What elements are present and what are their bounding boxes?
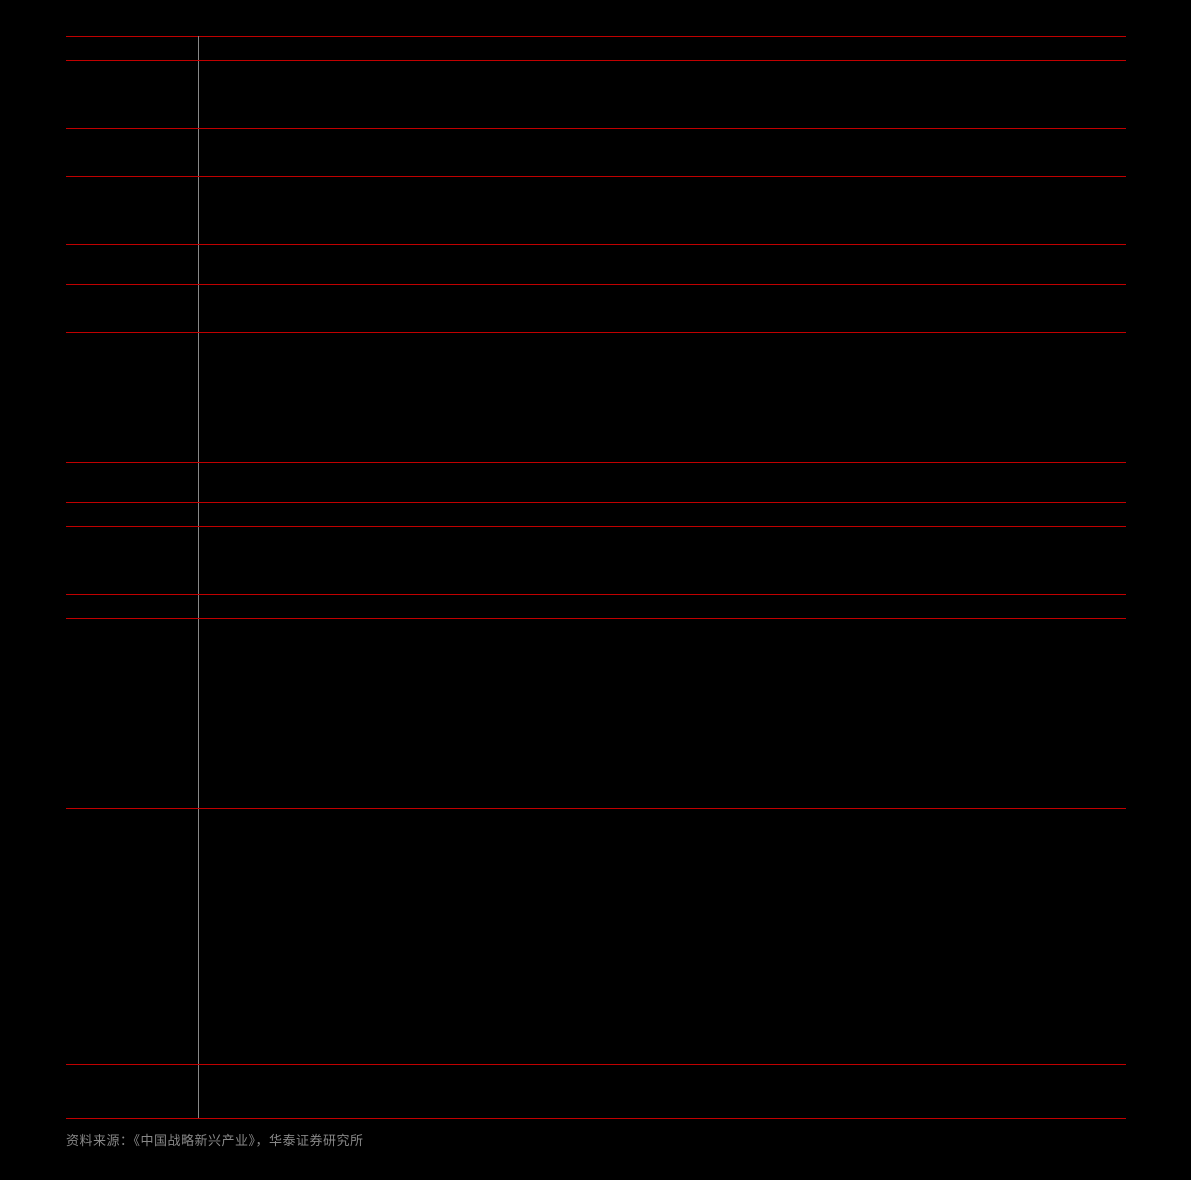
table-row [66, 619, 1126, 809]
cell-description [198, 61, 1126, 129]
table-row [66, 463, 1126, 503]
policy-table [66, 36, 1126, 1119]
header-cell-category [66, 37, 198, 61]
table-row [66, 285, 1126, 333]
table [66, 36, 1126, 1119]
table-row [66, 177, 1126, 245]
cell-description [198, 129, 1126, 177]
cell-description [198, 527, 1126, 595]
table-row [66, 809, 1126, 1065]
cell-description [198, 285, 1126, 333]
cell-category [66, 177, 198, 245]
footer-cell-right [198, 1065, 1126, 1119]
cell-category [66, 61, 198, 129]
cell-category [66, 463, 198, 503]
cell-category [66, 595, 198, 619]
cell-category [66, 129, 198, 177]
cell-description [198, 503, 1126, 527]
table-header-row [66, 37, 1126, 61]
table-row [66, 333, 1126, 463]
cell-description [198, 333, 1126, 463]
cell-description [198, 595, 1126, 619]
cell-category [66, 503, 198, 527]
cell-category [66, 527, 198, 595]
cell-category [66, 809, 198, 1065]
table-row [66, 129, 1126, 177]
cell-category [66, 285, 198, 333]
cell-category [66, 245, 198, 285]
header-cell-description [198, 37, 1126, 61]
table-row [66, 245, 1126, 285]
table-row [66, 61, 1126, 129]
cell-description [198, 463, 1126, 503]
source-citation: 资料来源：《中国战略新兴产业》，华泰证券研究所 [66, 1130, 364, 1149]
cell-description [198, 809, 1126, 1065]
cell-category [66, 619, 198, 809]
cell-category [66, 333, 198, 463]
table-row [66, 527, 1126, 595]
cell-description [198, 245, 1126, 285]
table-row [66, 503, 1126, 527]
cell-description [198, 619, 1126, 809]
cell-description [198, 177, 1126, 245]
table-row [66, 595, 1126, 619]
footer-cell-left [66, 1065, 198, 1119]
table-footer-row [66, 1065, 1126, 1119]
